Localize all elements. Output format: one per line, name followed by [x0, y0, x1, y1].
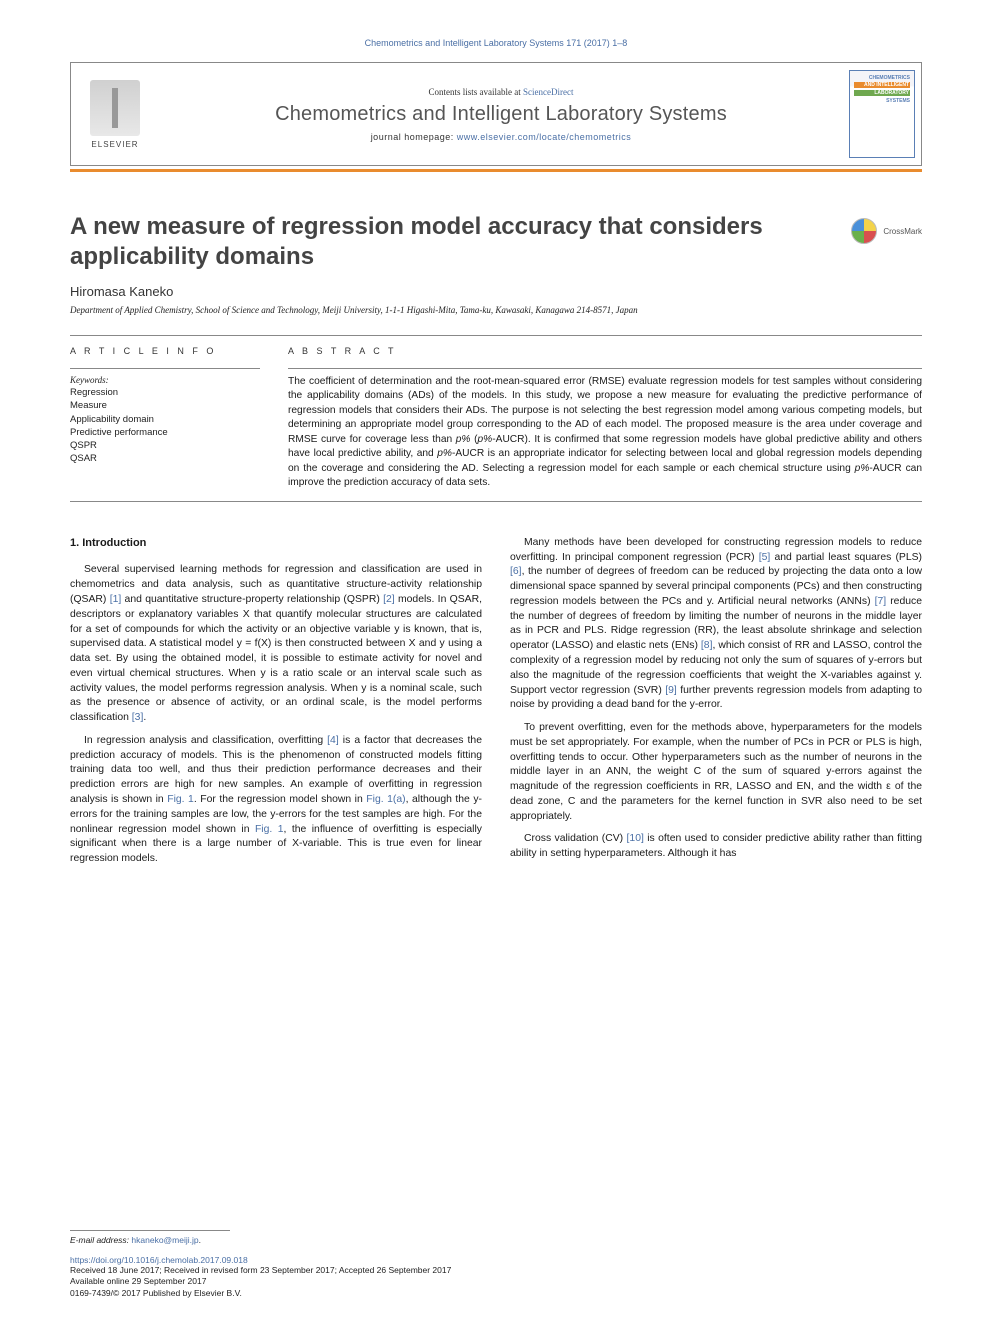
history-line: Received 18 June 2017; Received in revis…: [70, 1265, 922, 1276]
doi-line: https://doi.org/10.1016/j.chemolab.2017.…: [70, 1255, 922, 1265]
article-info-label: A R T I C L E I N F O: [70, 346, 260, 356]
citation-link[interactable]: [9]: [665, 685, 677, 696]
figure-link[interactable]: Fig. 1: [255, 824, 284, 835]
divider: [70, 501, 922, 502]
abstract-text: The coefficient of determination and the…: [288, 375, 922, 491]
divider: [70, 335, 922, 336]
citation-link[interactable]: [6]: [510, 566, 522, 577]
article-title: A new measure of regression model accura…: [70, 212, 790, 272]
keyword: QSAR: [70, 452, 260, 465]
author-email-link[interactable]: hkaneko@meiji.jp: [131, 1235, 198, 1245]
cover-line: CHEMOMETRICS: [854, 75, 910, 81]
crossmark-icon: [851, 218, 877, 244]
citation-link[interactable]: [4]: [327, 735, 339, 746]
journal-masthead: ELSEVIER Contents lists available at Sci…: [70, 62, 922, 166]
info-abstract-row: A R T I C L E I N F O Keywords: Regressi…: [70, 346, 922, 491]
accent-rule: [70, 169, 922, 172]
citation-link[interactable]: [10]: [627, 833, 644, 844]
cover-line: LABORATORY: [854, 90, 910, 96]
keyword: Applicability domain: [70, 413, 260, 426]
citation-link[interactable]: [8]: [701, 640, 713, 651]
cover-line: AND INTELLIGENT: [854, 82, 910, 88]
citation-link[interactable]: [2]: [383, 594, 395, 605]
online-line: Available online 29 September 2017: [70, 1276, 922, 1287]
publisher-logo-block: ELSEVIER: [71, 63, 159, 165]
article-header: A new measure of regression model accura…: [70, 212, 922, 272]
citation-link[interactable]: [3]: [132, 712, 144, 723]
citation-link[interactable]: [7]: [875, 596, 887, 607]
journal-name: Chemometrics and Intelligent Laboratory …: [275, 103, 727, 126]
crossmark-label: CrossMark: [883, 227, 922, 236]
publisher-name: ELSEVIER: [91, 140, 138, 149]
abstract-column: A B S T R A C T The coefficient of deter…: [288, 346, 922, 491]
homepage-link[interactable]: www.elsevier.com/locate/chemometrics: [457, 132, 632, 142]
contents-prefix: Contents lists available at: [429, 87, 523, 97]
abstract-label: A B S T R A C T: [288, 346, 922, 356]
cover-thumbnail-container: CHEMOMETRICS AND INTELLIGENT LABORATORY …: [843, 63, 921, 165]
body-text: 1. Introduction Several supervised learn…: [70, 536, 922, 873]
body-paragraph: Many methods have been developed for con…: [510, 536, 922, 713]
keywords-label: Keywords:: [70, 375, 260, 385]
doi-link[interactable]: https://doi.org/10.1016/j.chemolab.2017.…: [70, 1255, 248, 1265]
crossmark-badge[interactable]: CrossMark: [851, 218, 922, 244]
divider: [70, 368, 260, 369]
keyword: Regression: [70, 386, 260, 399]
keywords-list: Regression Measure Applicability domain …: [70, 386, 260, 466]
body-paragraph: Several supervised learning methods for …: [70, 563, 482, 725]
citation-link[interactable]: [1]: [110, 594, 122, 605]
keyword: Predictive performance: [70, 426, 260, 439]
elsevier-tree-icon: [90, 80, 140, 136]
author-affiliation: Department of Applied Chemistry, School …: [70, 305, 922, 315]
keyword: QSPR: [70, 439, 260, 452]
divider: [288, 368, 922, 369]
email-suffix: .: [199, 1235, 201, 1245]
figure-link[interactable]: Fig. 1: [167, 794, 194, 805]
keyword: Measure: [70, 399, 260, 412]
author-name: Hiromasa Kaneko: [70, 284, 922, 299]
section-heading: 1. Introduction: [70, 536, 482, 552]
contents-available-line: Contents lists available at ScienceDirec…: [429, 87, 574, 97]
email-line: E-mail address: hkaneko@meiji.jp.: [70, 1235, 922, 1246]
body-paragraph: Cross validation (CV) [10] is often used…: [510, 832, 922, 862]
masthead-center: Contents lists available at ScienceDirec…: [159, 63, 843, 165]
email-label: E-mail address:: [70, 1235, 131, 1245]
body-paragraph: In regression analysis and classificatio…: [70, 734, 482, 867]
citation-link[interactable]: [5]: [759, 552, 771, 563]
journal-homepage-line: journal homepage: www.elsevier.com/locat…: [371, 132, 632, 142]
copyright-line: 0169-7439/© 2017 Published by Elsevier B…: [70, 1288, 922, 1299]
footnote-rule: [70, 1230, 230, 1231]
figure-link[interactable]: Fig. 1(a): [366, 794, 405, 805]
page-footer: E-mail address: hkaneko@meiji.jp. https:…: [70, 1230, 922, 1299]
cover-line: SYSTEMS: [854, 98, 910, 104]
running-head: Chemometrics and Intelligent Laboratory …: [70, 38, 922, 48]
body-paragraph: To prevent overfitting, even for the met…: [510, 721, 922, 824]
cover-thumbnail: CHEMOMETRICS AND INTELLIGENT LABORATORY …: [849, 70, 915, 158]
homepage-prefix: journal homepage:: [371, 132, 457, 142]
article-info-column: A R T I C L E I N F O Keywords: Regressi…: [70, 346, 260, 491]
sciencedirect-link[interactable]: ScienceDirect: [523, 87, 573, 97]
